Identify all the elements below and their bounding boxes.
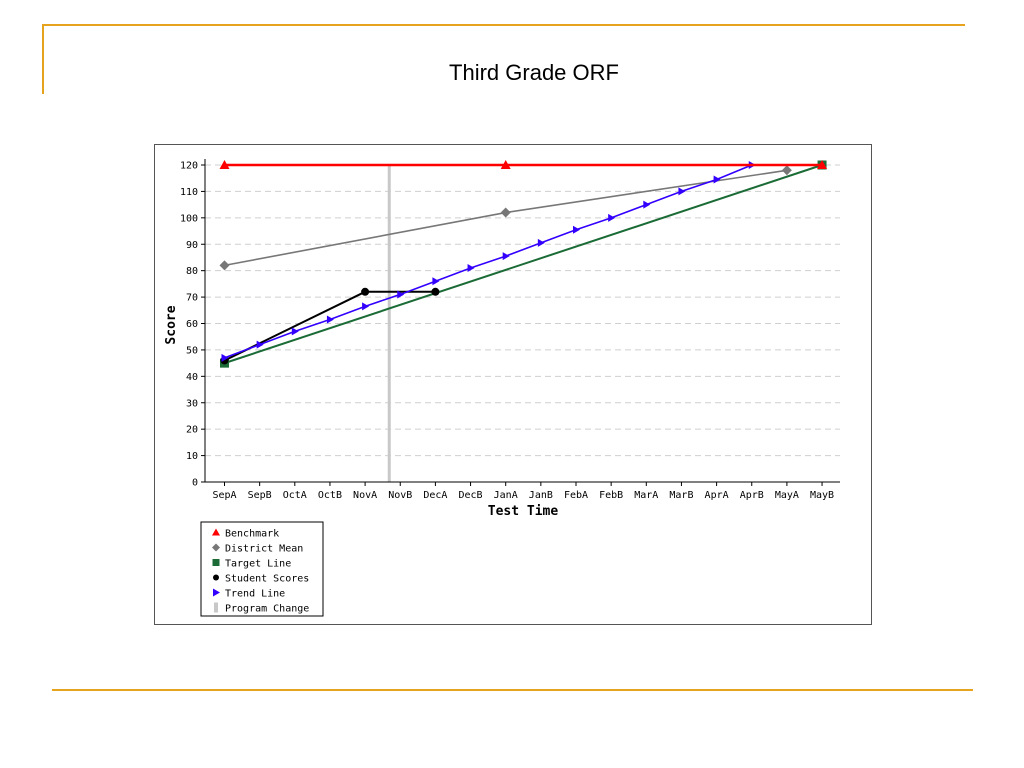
chart-frame: 0 10 20 30 40 50 60 70 80 90 100 110 120 SepA SepB OctA… (154, 144, 872, 625)
arrow-marker (467, 264, 475, 273)
top-rule (42, 24, 965, 26)
arrow-marker (221, 353, 229, 362)
orf-line-chart: 0 10 20 30 40 50 60 70 80 90 100 110 120 SepA SepB OctA… (164, 159, 840, 617)
y-tick-label: 120 (180, 161, 198, 172)
diamond-marker (212, 543, 220, 552)
x-tick-label: AprB (740, 490, 764, 501)
legend-label: Student Scores (225, 574, 309, 585)
x-tick-label: MarA (634, 490, 658, 501)
x-tick-label: MayB (810, 490, 834, 501)
legend-box (200, 521, 324, 617)
arrow-marker (213, 588, 220, 597)
arrow-marker (643, 200, 651, 209)
axes: 0 10 20 30 40 50 60 70 80 90 100 110 120 SepA SepB OctA… (180, 159, 840, 501)
y-tick-label: 80 (186, 266, 198, 277)
arrow-marker (291, 327, 299, 336)
x-tick-label: JanA (494, 490, 518, 501)
x-tick-label: MarB (669, 490, 693, 501)
x-tick-label: MayA (775, 490, 799, 501)
bottom-rule (52, 689, 973, 691)
y-tick-label: 50 (186, 345, 198, 356)
circle-marker (213, 574, 219, 581)
x-axis-title: Test Time (488, 504, 559, 519)
x-tick-label: FebA (564, 490, 588, 501)
arrow-marker (678, 187, 686, 196)
y-tick-label: 90 (186, 240, 198, 251)
legend-label: Benchmark (225, 529, 279, 540)
legend-label: Target Line (225, 559, 291, 570)
x-tick-label: NovA (353, 490, 377, 501)
x-tick-label: FebB (599, 490, 623, 501)
diamond-marker (219, 260, 230, 271)
series-line (224, 164, 753, 359)
triangle-marker (500, 160, 511, 169)
arrow-marker (573, 225, 580, 234)
square-marker (212, 559, 220, 566)
y-axis-title: Score (164, 305, 179, 344)
triangle-marker (212, 528, 220, 536)
circle-marker (361, 287, 370, 296)
legend: Benchmark District Mean Target Line Student… (200, 521, 324, 617)
x-tick-label: DecB (459, 490, 483, 501)
diamond-marker (500, 207, 511, 218)
x-tick-label: JanB (529, 490, 553, 501)
arrow-marker (256, 340, 264, 349)
y-tick-label: 40 (186, 372, 198, 383)
arrow-marker (713, 175, 721, 184)
y-tick-label: 10 (186, 451, 198, 462)
bar-marker (214, 602, 218, 613)
y-tick-label: 70 (186, 293, 198, 304)
x-tick-label: SepA (212, 490, 236, 501)
x-tick-label: AprA (705, 490, 729, 501)
y-tick-label: 30 (186, 398, 198, 409)
legend-label: Trend Line (225, 589, 285, 600)
y-tick-label: 100 (180, 213, 198, 224)
slide-title: Third Grade ORF (449, 60, 619, 85)
arrow-marker (537, 238, 545, 247)
legend-label: Program Change (225, 604, 309, 615)
y-tick-label: 110 (180, 187, 198, 198)
arrow-marker (362, 302, 370, 311)
arrow-marker (608, 213, 616, 222)
x-tick-label: OctA (283, 490, 307, 501)
arrow-marker (397, 290, 405, 299)
arrow-marker (432, 277, 440, 286)
x-tick-label: DecA (423, 490, 447, 501)
y-tick-label: 0 (192, 478, 198, 489)
left-rule (42, 24, 44, 94)
y-tick-label: 60 (186, 319, 198, 330)
series-line (224, 164, 823, 365)
x-tick-label: NovB (388, 490, 412, 501)
arrow-marker (502, 252, 510, 261)
triangle-marker (817, 160, 828, 169)
triangle-marker (219, 160, 230, 169)
x-tick-label: OctB (318, 490, 342, 501)
x-tick-label: SepB (248, 490, 272, 501)
y-tick-label: 20 (186, 425, 198, 436)
circle-marker (431, 287, 440, 296)
diamond-marker (781, 165, 792, 176)
arrow-marker (326, 315, 334, 324)
series (219, 160, 828, 368)
legend-label: District Mean (225, 544, 303, 555)
